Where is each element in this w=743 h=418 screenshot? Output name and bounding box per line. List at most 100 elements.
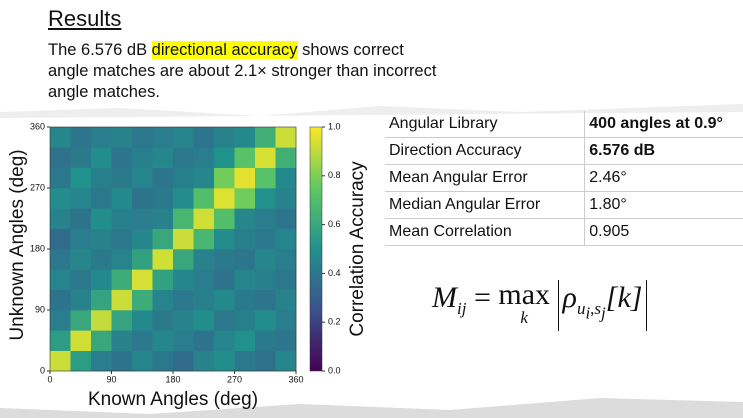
heatmap-cell — [214, 310, 235, 331]
heatmap-cell — [152, 228, 174, 250]
heatmap-cell — [275, 147, 297, 168]
heatmap-cell — [111, 350, 133, 372]
summary: The 6.576 dB directional accuracy shows … — [48, 40, 448, 103]
heatmap-cell — [234, 208, 256, 229]
heatmap-cell — [70, 167, 92, 189]
heatmap-cell — [275, 127, 297, 148]
heatmap-cell — [50, 208, 71, 229]
heatmap-cell — [152, 330, 174, 351]
colorbar-tick-label: 1.0 — [328, 121, 341, 131]
heatmap-cell — [193, 127, 215, 148]
heatmap-cell — [234, 188, 256, 209]
table-cell: 1.80° — [584, 191, 743, 219]
heatmap-cell — [173, 249, 194, 270]
heatmap-cell — [214, 249, 235, 270]
y-tick-label: 270 — [30, 182, 45, 192]
heatmap-cell — [111, 330, 133, 351]
heatmap-cell — [173, 127, 194, 148]
y-tick-label: 180 — [30, 243, 45, 253]
heatmap-cell — [152, 269, 174, 290]
table-row: Direction Accuracy 6.576 dB — [385, 137, 743, 165]
table-cell: 2.46° — [584, 164, 743, 192]
heatmap-cell — [132, 350, 153, 372]
results-table: Angular Library 400 angles at 0.9° Directi… — [385, 111, 743, 246]
heatmap-cell — [173, 208, 194, 229]
heatmap-cell — [214, 330, 235, 351]
heatmap-cell — [70, 269, 92, 290]
heatmap-cell — [50, 127, 71, 148]
summary-text: shows correct angle matches are about 2.… — [48, 41, 437, 101]
eq-sub: j — [601, 303, 606, 323]
heatmap-cell — [132, 330, 153, 351]
heatmap-cell — [50, 188, 71, 209]
heatmap-cell — [255, 208, 276, 229]
heatmap-cell — [255, 228, 276, 250]
table-cell: 0.905 — [584, 218, 743, 246]
colorbar-tick-label: 0.4 — [328, 268, 341, 278]
heatmap-cell — [91, 167, 112, 189]
heatmap-cell — [91, 350, 112, 372]
table-row: Median Angular Error 1.80° — [385, 191, 743, 219]
heatmap-cell — [70, 289, 92, 311]
heatmap-cell — [173, 188, 194, 209]
heatmap-cell — [173, 228, 194, 250]
heatmap-cell — [214, 350, 235, 372]
heatmap-cell — [275, 167, 297, 189]
heatmap-cell — [255, 127, 276, 148]
heatmap-cell — [132, 269, 153, 290]
y-tick-label: 0 — [40, 365, 45, 375]
heatmap-cell — [193, 188, 215, 209]
heatmap-cell — [193, 330, 215, 351]
colorbar-tick-label: 0.2 — [328, 317, 341, 327]
x-tick-label: 360 — [288, 374, 303, 384]
heatmap-cell — [50, 147, 71, 168]
x-tick-label: 180 — [165, 374, 180, 384]
table-cell: 400 angles at 0.9° — [584, 111, 743, 138]
heatmap-cell — [214, 167, 235, 189]
heatmap-cell — [234, 167, 256, 189]
heatmap-cell — [173, 147, 194, 168]
heatmap-cell — [275, 350, 297, 372]
table-cell: Angular Library — [385, 111, 586, 138]
eq-max-sub: k — [520, 308, 528, 327]
heatmap-cell — [234, 330, 256, 351]
colorbar-label: Correlation Accuracy — [347, 161, 368, 337]
heatmap-cell — [234, 310, 256, 331]
heatmap-cell — [70, 188, 92, 209]
heatmap-cell — [214, 269, 235, 290]
heatmap-cell — [193, 147, 215, 168]
heatmap-cell — [111, 249, 133, 270]
heatmap-cell — [193, 208, 215, 229]
heatmap-cell — [132, 167, 153, 189]
heatmap-cell — [275, 188, 297, 209]
heatmap-cell — [111, 167, 133, 189]
heatmap-cell — [234, 147, 256, 168]
heatmap-cell — [111, 269, 133, 290]
heatmap-cell — [111, 310, 133, 331]
heatmap-cell — [214, 127, 235, 148]
heatmap-cell — [234, 350, 256, 372]
heatmap-cell — [193, 310, 215, 331]
heatmap-cell — [111, 127, 133, 148]
heatmap-cell — [70, 147, 92, 168]
heatmap-cell — [255, 289, 276, 311]
y-axis-label: Unknown Angles (deg) — [7, 149, 28, 340]
heatmap-cell — [255, 188, 276, 209]
heatmap-cell — [152, 310, 174, 331]
eq-sub: ij — [457, 299, 467, 318]
colorbar — [309, 126, 323, 372]
heatmap-cell — [132, 310, 153, 331]
heatmap-cell — [173, 350, 194, 372]
heatmap-cell — [91, 127, 112, 148]
heatmap-cell — [50, 350, 71, 372]
heatmap-cell — [70, 208, 92, 229]
heatmap-cell — [214, 289, 235, 311]
heatmap-cell — [193, 350, 215, 372]
eq-max: max — [498, 278, 551, 311]
eq-arg: [k] — [605, 281, 643, 314]
heatmap-cell — [70, 330, 92, 351]
heatmap-cell — [70, 310, 92, 331]
heatmap-cell — [152, 127, 174, 148]
heatmap-cell — [111, 289, 133, 311]
heatmap-cell — [275, 228, 297, 250]
